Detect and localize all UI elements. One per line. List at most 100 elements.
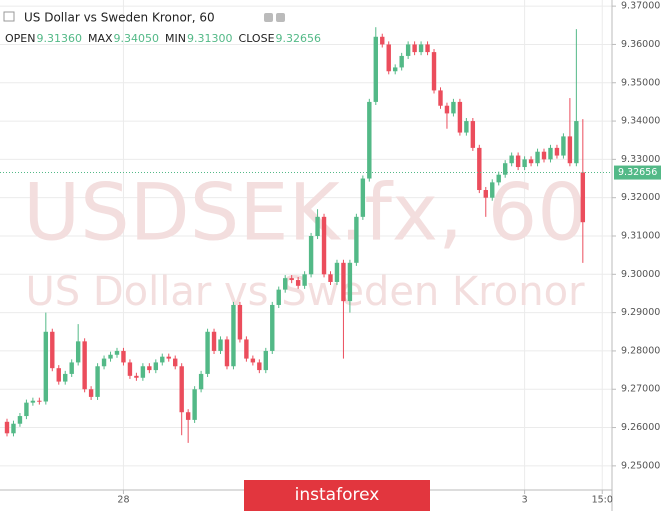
- candle-body: [451, 101, 456, 114]
- candle-body: [108, 354, 113, 359]
- candle-body: [554, 147, 560, 156]
- settings-icon[interactable]: [276, 13, 285, 22]
- candle-body: [360, 178, 366, 217]
- candle-body: [321, 216, 327, 275]
- candle-body: [393, 67, 398, 72]
- x-tick-label: 28: [117, 495, 129, 506]
- y-tick-label: 9.27000: [621, 384, 660, 395]
- y-tick-label: 9.29000: [621, 307, 660, 318]
- candle-body: [574, 121, 579, 164]
- candle-body: [237, 304, 243, 340]
- candle-body: [43, 331, 49, 402]
- candle-body: [535, 151, 540, 164]
- candle-body: [179, 366, 184, 413]
- candle-body: [477, 147, 482, 191]
- y-tick-label: 9.35000: [621, 77, 660, 88]
- candle-body: [185, 412, 191, 420]
- menu-icon[interactable]: [3, 11, 15, 22]
- candle-body: [386, 44, 391, 72]
- candle-body: [483, 190, 488, 198]
- candle-body: [114, 350, 120, 355]
- grid: [0, 0, 612, 490]
- y-tick-label: 9.28000: [621, 345, 660, 356]
- candle-body: [250, 358, 256, 363]
- candle-body: [302, 274, 307, 286]
- candle-body: [101, 358, 107, 367]
- candle-body: [192, 389, 197, 420]
- logo-box: [244, 480, 430, 511]
- candle-body: [88, 389, 94, 397]
- candle-body: [283, 278, 288, 290]
- candle-body: [270, 304, 275, 351]
- last-price-box: [614, 165, 661, 180]
- candle-body: [173, 358, 178, 367]
- candles: [0, 27, 612, 443]
- candle-body: [95, 366, 100, 397]
- y-tick-label: 9.26000: [621, 422, 660, 433]
- candle-body: [490, 182, 495, 198]
- candle-body: [515, 155, 521, 168]
- y-tick-label: 9.32000: [621, 192, 660, 203]
- candle-body: [418, 44, 424, 53]
- candle-body: [224, 339, 230, 367]
- candle-body: [24, 402, 29, 417]
- candle-body: [211, 331, 217, 351]
- candle-body: [17, 416, 23, 424]
- candle-body: [257, 362, 262, 371]
- axes: 9.25000 9.26000 9.27000 9.28000 9.29000 9.300…: [117, 1, 661, 506]
- ohlc-label: CLOSE: [239, 32, 275, 45]
- candle-body: [134, 375, 139, 378]
- candle-body: [30, 400, 36, 403]
- candle-body: [399, 55, 404, 68]
- x-tick-label: 3: [522, 495, 528, 506]
- candle-body: [347, 262, 353, 302]
- candle-body: [69, 362, 74, 374]
- y-tick-label: 9.25000: [621, 460, 660, 471]
- candle-body: [166, 356, 171, 359]
- ohlc-value: 9.32656: [276, 32, 322, 45]
- candle-body: [380, 36, 385, 45]
- ohlc-label: MIN: [165, 32, 186, 45]
- y-tick-label: 9.37000: [621, 1, 660, 12]
- candle-body: [75, 341, 81, 363]
- last-price-label: 9.32656: [618, 167, 657, 178]
- candle-body: [63, 373, 68, 382]
- y-tick-label: 9.36000: [621, 39, 660, 50]
- eye-icon[interactable]: [264, 13, 273, 22]
- candle-body: [160, 356, 165, 363]
- candle-body: [496, 174, 501, 183]
- candle-body: [548, 147, 553, 160]
- candle-body: [328, 274, 333, 282]
- candle-body: [444, 105, 450, 114]
- chart-title: US Dollar vs Sweden Kronor, 60: [24, 11, 215, 25]
- candle-body: [127, 362, 133, 376]
- candle-body: [334, 262, 340, 282]
- candle-body: [502, 163, 508, 175]
- candle-body: [431, 52, 437, 91]
- candle-body: [263, 350, 268, 371]
- candle-body: [121, 350, 126, 363]
- candle-body: [315, 216, 320, 236]
- candle-body: [367, 101, 372, 179]
- candle-body: [37, 400, 42, 402]
- candle-body: [153, 362, 159, 371]
- candle-body: [354, 216, 359, 263]
- candle-body: [509, 155, 514, 164]
- ohlc-label: MAX: [88, 32, 113, 45]
- ohlc-value: 9.31360: [36, 32, 82, 45]
- ohlc-legend: OPEN 9.31360 MAX 9.34050 MIN 9.31300 CLOSE 9.32…: [5, 32, 321, 45]
- y-tick-label: 9.34000: [621, 116, 660, 127]
- candle-body: [528, 159, 534, 164]
- ohlc-value: 9.34050: [114, 32, 160, 45]
- candle-body: [561, 136, 566, 156]
- candle-body: [244, 339, 249, 359]
- candle-body: [198, 373, 204, 390]
- logo: instaforex: [295, 485, 380, 505]
- candle-body: [405, 44, 411, 56]
- candle-body: [231, 304, 236, 367]
- candle-body: [308, 235, 314, 275]
- candle-body: [373, 36, 378, 102]
- candle-body: [276, 289, 281, 305]
